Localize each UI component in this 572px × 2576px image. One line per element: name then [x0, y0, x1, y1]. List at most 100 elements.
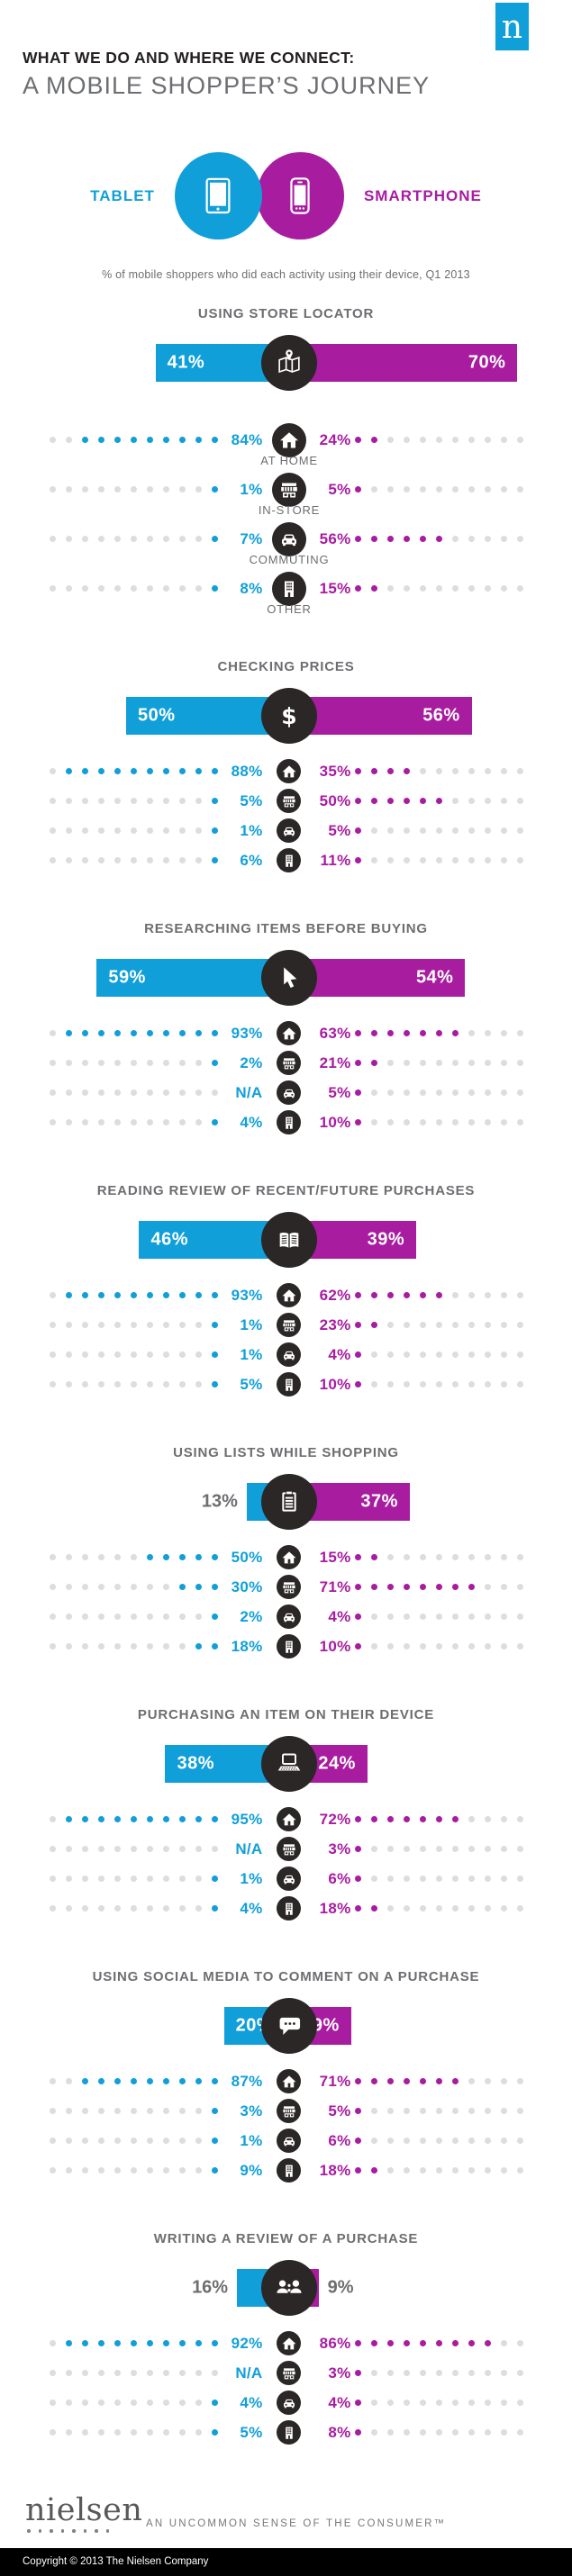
store-icon — [277, 2361, 301, 2385]
scale-dot — [130, 2429, 137, 2436]
scale-dot — [178, 2400, 186, 2406]
scale-dot — [178, 1292, 186, 1298]
scale-dot — [113, 2138, 121, 2144]
scale-dot — [516, 2340, 523, 2346]
location-breakdown: 88% 35% 5% 50% 1% 5% 6% 11% — [0, 756, 572, 875]
scale-dot — [370, 1816, 377, 1822]
scale-dot — [484, 827, 491, 834]
scale-dot — [484, 1322, 491, 1328]
scale-dot — [178, 536, 186, 542]
scale-dot — [65, 437, 72, 443]
scale-dot — [403, 1351, 410, 1358]
scale-dot — [65, 768, 72, 774]
scale-dot — [484, 1905, 491, 1912]
scale-dot — [65, 2078, 72, 2084]
scale-dot — [419, 1351, 426, 1358]
location-row: 5% 10% — [0, 1369, 572, 1399]
tablet-dot-scale — [47, 486, 218, 493]
scale-dot — [97, 2400, 104, 2406]
scale-dot — [81, 1119, 88, 1125]
device-comparison-bar: 41% 70% — [0, 334, 572, 392]
scale-dot — [178, 1876, 186, 1882]
smartphone-dot-scale — [354, 1060, 526, 1066]
scale-dot — [451, 1292, 459, 1298]
scale-dot — [130, 1876, 137, 1882]
scale-dot — [468, 768, 475, 774]
scale-dot — [516, 1292, 523, 1298]
tablet-dot-scale — [47, 2400, 218, 2406]
scale-dot — [65, 857, 72, 863]
scale-dot — [370, 1846, 377, 1852]
scale-dot — [97, 585, 104, 592]
scale-dot — [178, 1643, 186, 1650]
scale-dot — [113, 1876, 121, 1882]
scale-dot — [354, 1351, 361, 1358]
scale-dot — [195, 2167, 202, 2174]
scale-dot — [81, 827, 88, 834]
tablet-dot-scale — [47, 2340, 218, 2346]
scale-dot — [370, 1089, 377, 1096]
scale-dot — [65, 1816, 72, 1822]
scale-dot — [130, 585, 137, 592]
scale-dot — [130, 2138, 137, 2144]
scale-dot — [97, 437, 104, 443]
scale-dot — [468, 2429, 475, 2436]
scale-dot — [516, 1381, 523, 1387]
scale-dot — [468, 1089, 475, 1096]
scale-dot — [468, 1554, 475, 1560]
scale-dot — [211, 1816, 218, 1822]
tablet-dot-scale — [47, 1351, 218, 1358]
scale-dot — [97, 1905, 104, 1912]
tablet-dot-scale — [47, 437, 218, 443]
scale-dot — [49, 437, 56, 443]
scale-dot — [468, 2340, 475, 2346]
scale-dot — [178, 2108, 186, 2114]
scale-dot — [195, 2429, 202, 2436]
scale-dot — [403, 1089, 410, 1096]
scale-dot — [130, 1613, 137, 1620]
smartphone-value: 3% — [328, 2364, 351, 2382]
smartphone-dot-scale — [354, 798, 526, 804]
tablet-value: 1% — [240, 2131, 263, 2149]
scale-dot — [146, 585, 153, 592]
activity-section: USING LISTS WHILE SHOPPING 37% 13% 50% 15% 30… — [0, 1444, 572, 1661]
smartphone-value: 71% — [319, 1577, 351, 1595]
smartphone-value: 24% — [319, 430, 351, 448]
scale-dot — [484, 486, 491, 493]
scale-dot — [130, 1322, 137, 1328]
location-row: N/A 3% — [0, 2358, 572, 2388]
scale-dot — [403, 1322, 410, 1328]
scale-dot — [162, 1089, 169, 1096]
scale-dot — [500, 1030, 507, 1036]
scale-dot — [435, 827, 442, 834]
scale-dot — [195, 2340, 202, 2346]
smartphone-value: 5% — [328, 821, 351, 839]
scale-dot — [370, 2429, 377, 2436]
scale-dot — [403, 2400, 410, 2406]
scale-dot — [354, 2370, 361, 2376]
copyright-bar: Copyright © 2013 The Nielsen Company — [0, 2548, 572, 2576]
scale-dot — [178, 1613, 186, 1620]
scale-dot — [500, 2138, 507, 2144]
scale-dot — [81, 798, 88, 804]
scale-dot — [162, 1030, 169, 1036]
location-row: 18% 10% — [0, 1631, 572, 1661]
scale-dot — [419, 1060, 426, 1066]
scale-dot — [211, 1905, 218, 1912]
location-row: 4% 10% — [0, 1107, 572, 1137]
activity-section: CHECKING PRICES 50% 56% $88% 35% 5% 50% 1% 5% 6% 1… — [0, 658, 572, 875]
scale-dot — [81, 857, 88, 863]
scale-dot — [516, 1089, 523, 1096]
tablet-dot-scale — [47, 857, 218, 863]
scale-dot — [211, 768, 218, 774]
scale-dot — [146, 1030, 153, 1036]
activity-section: RESEARCHING ITEMS BEFORE BUYING 59% 54% 93%… — [0, 920, 572, 1137]
activity-section: WRITING A REVIEW OF A PURCHASE 16% 9% 92% 86… — [0, 2230, 572, 2447]
location-breakdown: 87% 71% 3% 5% 1% 6% 9% 18% — [0, 2066, 572, 2185]
scale-dot — [484, 1816, 491, 1822]
scale-dot — [451, 857, 459, 863]
scale-dot — [451, 2370, 459, 2376]
scale-dot — [146, 2167, 153, 2174]
location-label: IN-STORE — [258, 503, 321, 517]
scale-dot — [97, 2370, 104, 2376]
